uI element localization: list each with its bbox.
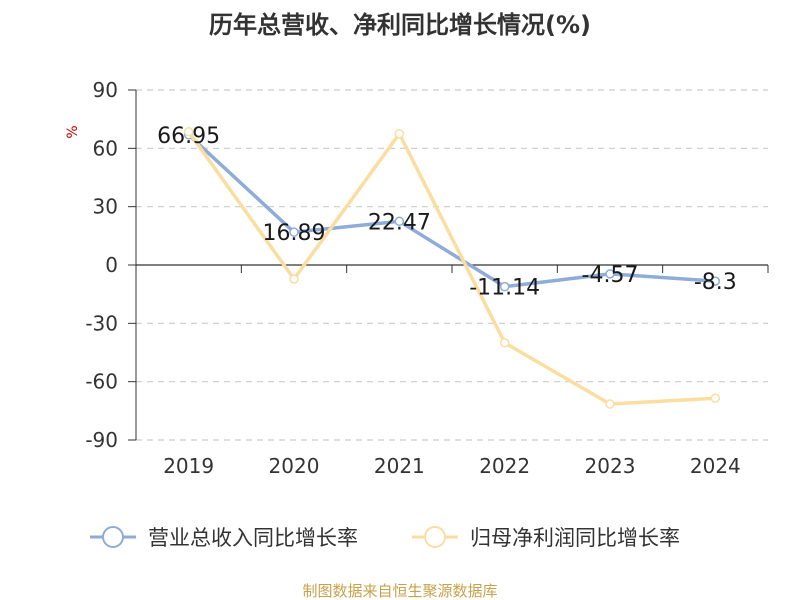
series-1-point: [710, 276, 721, 286]
series-2-point: [605, 399, 615, 409]
source-footer: 制图数据来自恒生聚源数据库: [302, 582, 497, 600]
x-tick-label: 2023: [585, 454, 636, 478]
series-1-point: [499, 281, 510, 292]
y-tick-label: 0: [105, 253, 118, 277]
data-label: -11.14: [469, 276, 540, 301]
axis-layer: 90 60 30 0 -30 -60 -90 2019 2020 2021 2022 2023 2024: [85, 78, 769, 478]
legend-item-2: 归母净利润同比增长率: [412, 526, 680, 550]
y-tick-label: -60: [85, 370, 118, 394]
x-tick-label: 2024: [690, 454, 741, 478]
series-2-point: [289, 274, 299, 284]
series-1-point: [394, 216, 405, 227]
series-2-point: [183, 127, 194, 137]
x-tick-label: 2020: [269, 454, 320, 478]
legend-marker: [102, 526, 124, 548]
data-label: 22.47: [368, 210, 431, 235]
data-label: 16.89: [263, 221, 326, 246]
x-tick-label: 2019: [163, 454, 214, 478]
x-tick-label: 2021: [374, 454, 425, 478]
legend-item-1: 营业总收入同比增长率: [90, 526, 358, 550]
y-tick-label: 90: [93, 78, 118, 102]
series-2-point: [499, 338, 510, 348]
series-line-2: [186, 130, 718, 406]
legend: 营业总收入同比增长率 归母净利润同比增长率: [90, 526, 680, 550]
y-tick-label: -90: [85, 428, 118, 452]
data-label: 66.95: [157, 124, 220, 149]
data-label: -8.3: [694, 270, 737, 295]
data-label: -4.57: [582, 263, 639, 288]
y-tick-label: 30: [93, 195, 118, 219]
y-tick-label: -30: [85, 311, 118, 335]
x-tick-label: 2022: [479, 454, 530, 478]
chart-title: 历年总营收、净利同比增长情况(%): [209, 11, 591, 39]
legend-label: 营业总收入同比增长率: [148, 526, 358, 550]
series-2-point: [394, 129, 405, 139]
series-2-point: [710, 393, 721, 403]
series-layer: [183, 127, 721, 409]
series-1-point: [605, 269, 615, 279]
series-line-1: [186, 133, 718, 289]
data-label-layer: 66.95 16.89 22.47 -11.14 -4.57 -8.3: [157, 124, 737, 301]
series-1-point: [289, 227, 299, 237]
legend-label: 归母净利润同比增长率: [470, 526, 680, 550]
y-tick-label: 60: [93, 136, 118, 160]
legend-marker: [424, 526, 446, 548]
y-axis-unit-label: %: [65, 125, 81, 138]
